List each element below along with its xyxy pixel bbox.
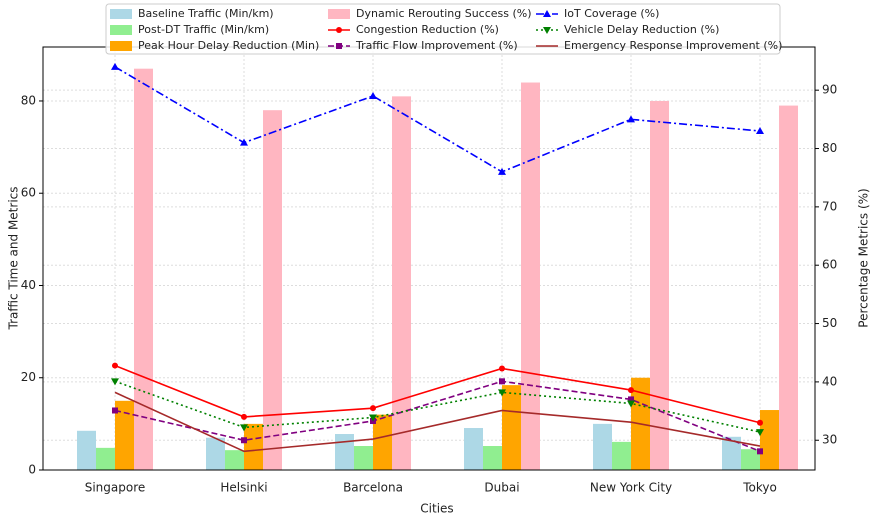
bar <box>225 450 244 470</box>
marker <box>241 437 247 444</box>
bar <box>464 428 483 470</box>
marker <box>336 43 342 49</box>
marker <box>498 389 506 397</box>
marker <box>543 10 551 17</box>
y2-tick-label: 90 <box>822 83 837 97</box>
bar <box>96 447 115 470</box>
y2-tick-label: 80 <box>822 141 837 155</box>
x-tick-label: Helsinki <box>220 481 267 495</box>
marker <box>111 378 119 386</box>
legend-label: Traffic Flow Improvement (%) <box>355 39 518 52</box>
marker <box>756 127 764 135</box>
y-tick-label: 20 <box>21 370 36 384</box>
marker <box>628 396 634 403</box>
bar <box>612 441 631 470</box>
y2-tick-label: 40 <box>822 374 837 388</box>
y2-tick-label: 70 <box>822 199 837 213</box>
bar <box>77 430 96 470</box>
bar <box>134 68 153 470</box>
y2-tick-label: 50 <box>822 316 837 330</box>
y-tick-label: 0 <box>28 463 36 477</box>
y2-tick-label: 30 <box>822 433 837 447</box>
legend-box <box>105 3 781 55</box>
x-tick-label: Dubai <box>484 481 519 495</box>
y-tick-label: 80 <box>21 93 36 107</box>
bar <box>115 400 134 470</box>
legend-label: Peak Hour Delay Reduction (Min) <box>138 39 319 52</box>
legend-label: Dynamic Rerouting Success (%) <box>356 7 532 20</box>
legend-label: Baseline Traffic (Min/km) <box>138 7 274 20</box>
legend-label: Emergency Response Improvement (%) <box>564 39 782 52</box>
y-axis-label: Traffic Time and Metrics <box>7 187 21 331</box>
y2-tick-label: 60 <box>822 258 837 272</box>
legend-label: Post-DT Traffic (Min/km) <box>138 23 269 36</box>
marker <box>499 378 505 385</box>
marker <box>543 27 551 34</box>
y-tick-label: 40 <box>21 278 36 292</box>
marker <box>756 429 764 437</box>
bar <box>263 110 282 470</box>
marker <box>336 27 342 33</box>
marker <box>498 167 506 175</box>
line <box>114 380 761 453</box>
x-axis-label: Cities <box>420 502 453 516</box>
bar <box>483 446 502 470</box>
bar <box>779 105 798 470</box>
bar <box>373 414 392 470</box>
bar <box>593 423 612 470</box>
legend-label: Vehicle Delay Reduction (%) <box>564 23 719 36</box>
line <box>114 66 761 173</box>
legend-swatch <box>110 41 132 51</box>
bar <box>741 449 760 470</box>
legend-swatch <box>110 9 132 19</box>
x-tick-label: Barcelona <box>343 481 403 495</box>
marker <box>369 414 377 422</box>
legend: Baseline Traffic (Min/km) Post-DT Traffic… <box>105 3 782 55</box>
marker <box>112 362 118 369</box>
marker <box>240 424 248 432</box>
bar <box>392 96 411 470</box>
bar <box>722 436 741 470</box>
line <box>114 391 761 453</box>
x-tick-label: New York City <box>590 481 672 495</box>
legend-swatch <box>328 9 350 19</box>
y2-axis-label: Percentage Metrics (%) <box>857 188 871 327</box>
line <box>114 364 761 424</box>
marker <box>370 405 376 412</box>
y-tick-label: 60 <box>21 186 36 200</box>
x-tick-label: Tokyo <box>742 481 777 495</box>
bar <box>354 446 373 470</box>
bar <box>206 437 225 470</box>
marker <box>499 365 505 372</box>
legend-label: IoT Coverage (%) <box>564 7 659 20</box>
marker <box>628 387 634 394</box>
bar <box>650 100 669 471</box>
x-tick-label: Singapore <box>85 481 146 495</box>
marker <box>627 115 635 123</box>
legend-swatch <box>110 25 132 35</box>
marker <box>240 138 248 146</box>
marker <box>757 448 763 455</box>
marker <box>241 413 247 420</box>
legend-label: Congestion Reduction (%) <box>356 23 499 36</box>
marker <box>369 92 377 100</box>
bar <box>502 385 521 470</box>
bar <box>335 434 354 470</box>
marker <box>627 400 635 408</box>
bar <box>244 423 263 470</box>
marker <box>112 407 118 414</box>
bar <box>760 410 779 470</box>
marker <box>757 419 763 426</box>
marker <box>111 62 119 70</box>
